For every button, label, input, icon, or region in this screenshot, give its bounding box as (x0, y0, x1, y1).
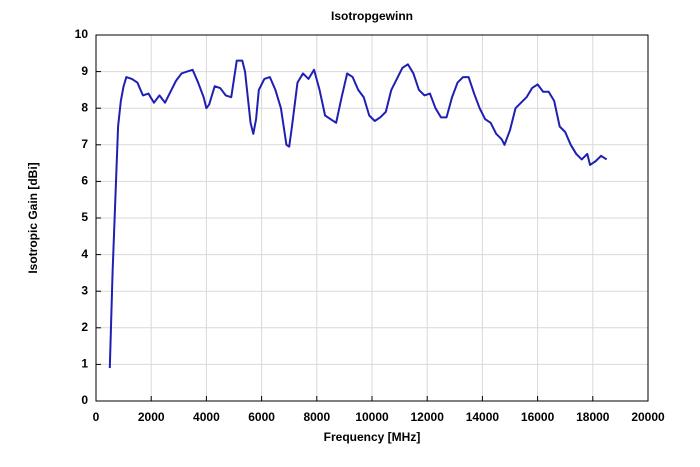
plot-frame (95, 34, 649, 402)
y-tick-label: 8 (81, 100, 88, 114)
x-tick-label: 20000 (631, 410, 665, 424)
y-tick-label: 7 (81, 137, 88, 151)
x-tick-label: 6000 (248, 410, 275, 424)
x-tick-label: 14000 (466, 410, 500, 424)
x-tick-label: 18000 (576, 410, 610, 424)
x-tick-label: 2000 (138, 410, 165, 424)
y-tick-label: 1 (81, 357, 88, 371)
x-tick-label: 12000 (411, 410, 445, 424)
line-series (108, 59, 608, 369)
y-tick-label: 5 (81, 210, 88, 224)
x-tick-label: 10000 (355, 410, 389, 424)
y-axis-label: Isotropic Gain [dBi] (26, 162, 40, 273)
y-tick-label: 9 (81, 64, 88, 78)
x-tick-label: 0 (93, 410, 100, 424)
chart-title: Isotropgewinn (331, 9, 413, 23)
y-tick-label: 10 (75, 27, 89, 41)
y-tick-label: 2 (81, 320, 88, 334)
y-tick-label: 4 (81, 247, 88, 261)
x-tick-label: 16000 (521, 410, 555, 424)
x-tick-label: 8000 (303, 410, 330, 424)
y-tick-label: 3 (81, 283, 88, 297)
y-tick-label: 0 (81, 393, 88, 407)
x-tick-label: 4000 (193, 410, 220, 424)
y-tick-label: 6 (81, 174, 88, 188)
x-axis-label: Frequency [MHz] (324, 430, 421, 444)
